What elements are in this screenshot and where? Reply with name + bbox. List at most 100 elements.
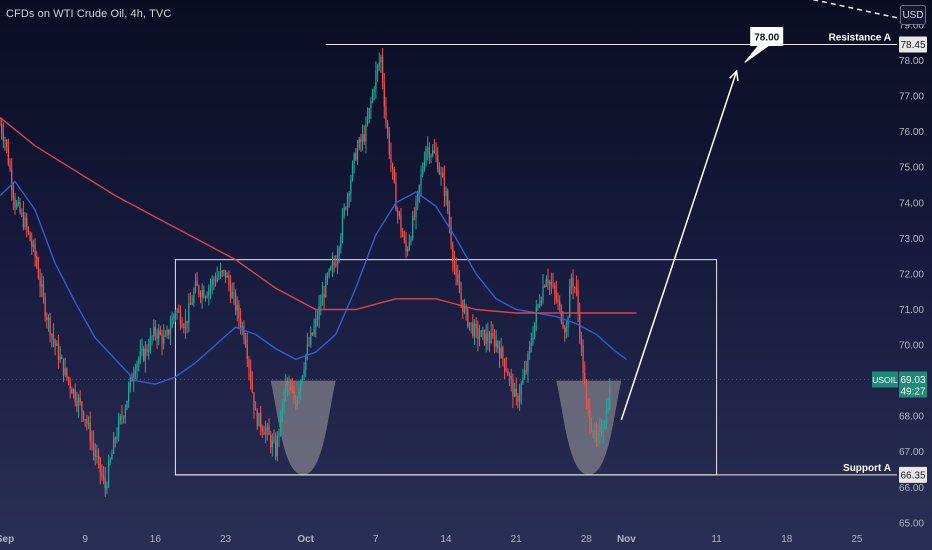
- candle: [2, 133, 4, 141]
- candle: [163, 335, 165, 344]
- candle: [391, 162, 394, 170]
- y-tick-label: 68.00: [899, 412, 924, 423]
- candle: [89, 422, 91, 442]
- candle: [42, 284, 45, 297]
- candle: [295, 399, 297, 408]
- candle: [594, 430, 596, 436]
- candle: [47, 317, 50, 320]
- candle: [472, 322, 474, 336]
- candle: [415, 201, 417, 218]
- x-tick-label: Sep: [0, 534, 14, 545]
- currency-button[interactable]: USD: [900, 5, 926, 25]
- candle: [223, 270, 225, 272]
- candle: [507, 370, 509, 376]
- candle: [62, 358, 65, 376]
- x-tick-label: 11: [711, 534, 722, 545]
- y-tick-label: 72.00: [899, 269, 924, 280]
- x-tick-label: 7: [373, 534, 379, 545]
- candle: [248, 359, 250, 369]
- candle: [316, 318, 319, 320]
- x-tick-label: Nov: [617, 534, 636, 545]
- candle: [141, 348, 143, 352]
- candle: [293, 391, 295, 400]
- candle: [61, 356, 63, 359]
- candle: [229, 284, 232, 298]
- candle: [458, 282, 461, 294]
- candle: [440, 172, 442, 174]
- candle: [353, 153, 355, 164]
- candle: [303, 369, 305, 377]
- candle: [437, 154, 439, 171]
- candle: [117, 420, 120, 437]
- candle: [149, 336, 152, 351]
- last-price-value: 69.03: [900, 375, 925, 386]
- candle: [161, 334, 163, 344]
- candle: [607, 408, 609, 411]
- target-callout: 78.00: [744, 26, 784, 63]
- candle: [31, 240, 33, 247]
- candle: [253, 392, 255, 410]
- candle: [129, 377, 131, 388]
- candle: [396, 210, 399, 212]
- candle: [268, 426, 270, 435]
- projection-arrow-head: [729, 69, 739, 82]
- candle: [288, 386, 290, 388]
- candle: [275, 440, 277, 457]
- y-axis: 65.0066.0067.0068.0069.0070.0071.0072.00…: [899, 20, 924, 529]
- candle: [127, 387, 130, 401]
- candle: [495, 340, 497, 347]
- candle: [273, 440, 275, 442]
- candle: [214, 280, 217, 282]
- candle: [256, 410, 258, 427]
- candle: [66, 368, 68, 378]
- candle: [114, 438, 116, 440]
- candle: [565, 326, 568, 333]
- candle: [4, 140, 6, 142]
- candle: [478, 336, 481, 339]
- candle: [0, 124, 1, 126]
- candle: [413, 216, 415, 218]
- candle: [510, 375, 512, 380]
- candle: [592, 431, 594, 436]
- candle: [138, 359, 140, 364]
- x-tick-label: 23: [220, 534, 232, 545]
- candle: [390, 154, 392, 163]
- last-price-tag: [899, 371, 927, 398]
- candle: [575, 287, 578, 289]
- y-tick-label: 79.00: [899, 20, 924, 31]
- candle: [1, 124, 3, 134]
- support-a-price-tag: [899, 466, 927, 483]
- candle: [44, 296, 46, 318]
- candle: [17, 202, 20, 204]
- candle: [206, 295, 208, 298]
- candle: [300, 381, 302, 392]
- candle: [595, 430, 598, 441]
- candle: [176, 310, 178, 313]
- candle: [285, 381, 287, 391]
- candle: [386, 123, 389, 134]
- x-axis: Sep 9 16 23 Oct 7 14 21 28 Nov 11 18 25: [0, 534, 863, 545]
- candle: [333, 262, 335, 265]
- candle: [448, 211, 451, 227]
- candle: [239, 318, 242, 328]
- candle: [498, 348, 501, 358]
- candle: [224, 270, 227, 278]
- candle: [356, 147, 359, 160]
- candle: [602, 429, 604, 434]
- candle: [37, 265, 40, 279]
- candle: [325, 276, 327, 298]
- candle: [564, 327, 566, 333]
- candle: [584, 372, 586, 384]
- candle: [470, 322, 472, 324]
- candle: [542, 286, 544, 301]
- candle: [572, 278, 574, 288]
- y-tick-label: 71.00: [899, 305, 924, 316]
- candle: [46, 317, 48, 320]
- candle: [599, 426, 601, 433]
- candle: [493, 336, 496, 347]
- candle: [203, 289, 205, 298]
- x-tick-label: Oct: [297, 534, 314, 545]
- candle: [11, 169, 13, 189]
- candle: [148, 350, 150, 353]
